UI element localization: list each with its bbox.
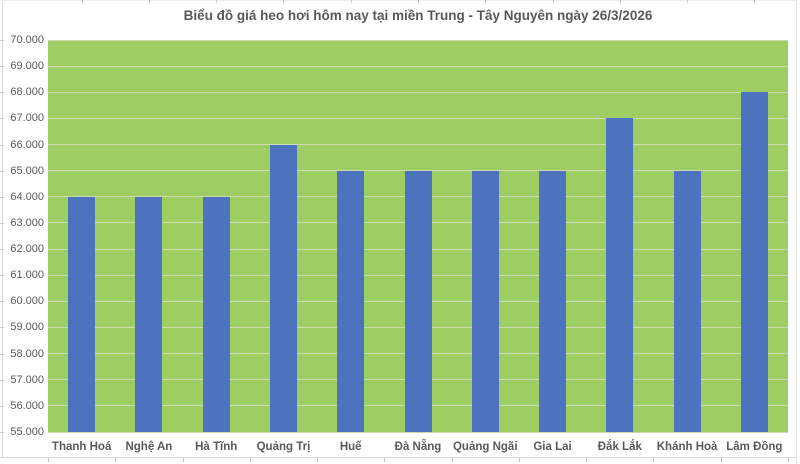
value-axis-tick <box>0 353 4 355</box>
x-tick-label: Huế <box>339 441 362 453</box>
top-tick <box>216 0 218 3</box>
gridline <box>48 144 788 146</box>
x-tick-label: Quảng Trị <box>256 441 311 453</box>
x-tick-label: Đà Nẵng <box>394 441 442 453</box>
gridline <box>48 91 788 93</box>
y-tick-label: 69.000 <box>10 60 44 73</box>
gridline <box>48 431 788 433</box>
x-tick-label: Đắk Lắk <box>597 441 642 453</box>
value-axis-line <box>2 0 3 457</box>
top-border-line <box>0 0 796 1</box>
plot-area <box>48 39 788 433</box>
top-tick <box>485 0 487 3</box>
y-tick-label: 60.000 <box>10 295 44 308</box>
category-axis-tick <box>451 457 453 462</box>
y-tick-label: 67.000 <box>10 112 44 125</box>
y-tick-label: 56.000 <box>10 399 44 412</box>
y-tick-label: 61.000 <box>10 269 44 282</box>
top-tick <box>619 0 621 3</box>
category-axis-tick <box>182 457 184 462</box>
category-axis-tick <box>720 457 722 462</box>
value-axis-tick <box>0 144 4 146</box>
top-tick <box>418 0 419 3</box>
value-axis-tick <box>0 301 4 303</box>
value-axis-tick <box>0 196 4 198</box>
category-axis-tick <box>48 457 49 462</box>
value-axis-tick <box>0 170 4 172</box>
value-axis-tick <box>0 249 4 251</box>
top-tick <box>283 0 285 3</box>
chart-title: Biểu đồ giá heo hơi hôm nay tại miền Tru… <box>183 8 653 23</box>
gridline <box>48 117 788 119</box>
right-border-line <box>796 0 797 464</box>
y-tick-label: 55.000 <box>10 426 44 438</box>
x-tick-label: Quảng Ngãi <box>452 441 518 453</box>
top-tick <box>81 0 83 3</box>
value-axis-tick <box>0 379 4 381</box>
x-tick-label: Gia Lai <box>533 441 572 453</box>
y-tick-label: 62.000 <box>10 243 44 256</box>
category-axis-tick <box>586 457 588 462</box>
category-axis-line <box>0 457 796 458</box>
bar-quang-tri <box>269 144 297 432</box>
bar-dak-lak <box>606 118 634 432</box>
top-tick <box>148 0 150 3</box>
category-axis-tick <box>518 457 520 462</box>
category-axis-tick <box>317 457 319 462</box>
x-tick-label: Nghệ An <box>125 441 173 453</box>
bar-da-nang <box>404 170 432 432</box>
value-axis-tick <box>0 222 4 224</box>
x-tick-label: Thanh Hoá <box>51 441 112 453</box>
bar-nghe-an <box>135 196 163 432</box>
value-axis-tick <box>0 118 4 120</box>
bar-gia-lai <box>539 170 567 432</box>
bar-quang-ngai <box>471 170 499 432</box>
bar-hue <box>337 170 365 432</box>
y-tick-label: 59.000 <box>10 321 44 334</box>
y-tick-label: 70.000 <box>10 34 44 46</box>
value-axis-tick <box>0 92 4 94</box>
value-axis-tick <box>0 405 4 407</box>
category-axis-tick <box>115 457 117 462</box>
category-axis-tick <box>384 457 386 462</box>
gridline <box>48 170 788 172</box>
y-tick-label: 68.000 <box>10 86 44 99</box>
x-tick-label: Lâm Đồng <box>726 441 783 453</box>
gridline <box>48 39 788 41</box>
category-axis-tick <box>788 457 789 462</box>
value-axis-tick <box>0 327 4 329</box>
top-tick <box>754 0 756 3</box>
value-axis-tick <box>0 66 4 68</box>
category-axis-tick <box>249 457 251 462</box>
top-tick <box>350 0 352 3</box>
value-axis-tick <box>0 275 4 277</box>
value-axis-tick <box>0 432 4 433</box>
bar-thanh-hoa <box>68 196 96 432</box>
y-tick-label: 63.000 <box>10 216 44 229</box>
x-tick-label: Khánh Hoà <box>656 441 718 453</box>
bar-ha-tinh <box>202 196 230 432</box>
top-tick <box>552 0 554 3</box>
gridline <box>48 65 788 67</box>
value-axis-tick <box>0 40 4 41</box>
y-tick-label: 65.000 <box>10 164 44 177</box>
x-tick-label: Hà Tĩnh <box>195 441 238 453</box>
y-tick-label: 58.000 <box>10 347 44 360</box>
category-axis-tick <box>653 457 655 462</box>
bar-khanh-hoa <box>673 170 701 432</box>
bar-lam-dong <box>740 92 768 432</box>
y-tick-label: 64.000 <box>10 190 44 203</box>
y-tick-label: 57.000 <box>10 373 44 386</box>
y-tick-label: 66.000 <box>10 138 44 151</box>
top-tick <box>687 0 689 3</box>
